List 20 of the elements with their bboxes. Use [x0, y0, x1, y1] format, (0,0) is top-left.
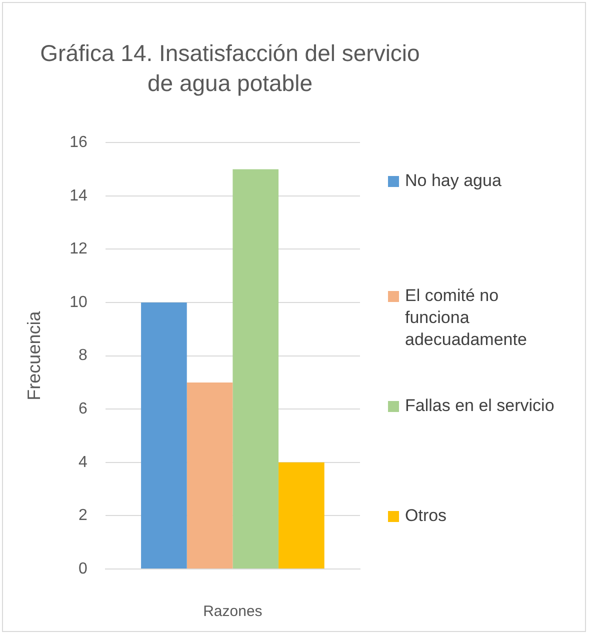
legend-label: Fallas en el servicio [405, 395, 555, 417]
bar [141, 302, 187, 568]
chart-title: Gráfica 14. Insatisfacción del servicio de agua potable [39, 39, 421, 98]
y-tick-label: 4 [78, 454, 88, 471]
y-tick-label: 12 [70, 240, 88, 258]
y-tick-label: 8 [78, 347, 88, 364]
y-tick-label: 2 [78, 507, 88, 524]
bar [186, 382, 233, 568]
y-tick-label: 10 [70, 294, 88, 311]
bar [278, 462, 324, 568]
legend-label: Otros [405, 505, 448, 527]
legend-label: El comité no funciona adecuadamente [405, 285, 528, 351]
y-axis-title: Frecuencia [24, 310, 44, 400]
bar [232, 169, 279, 568]
y-tick-label: 6 [78, 400, 88, 418]
x-axis-title: Razones [203, 603, 262, 620]
legend-label: No hay agua [405, 170, 502, 192]
y-tick-label: 0 [78, 560, 88, 578]
y-tick-label: 16 [70, 134, 88, 152]
y-tick-label: 14 [70, 187, 88, 204]
